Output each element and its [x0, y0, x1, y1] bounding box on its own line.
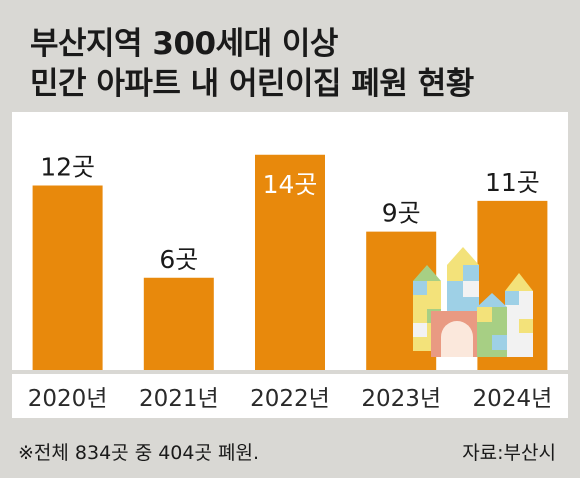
data-label: 9곳: [382, 199, 421, 228]
data-label: 12곳: [40, 153, 95, 182]
source-credit: 자료:부산시: [462, 442, 556, 464]
bar-2021년: [143, 277, 214, 370]
toy-blocks-castle-illustration: [413, 247, 533, 357]
chart-title-line-2: 민간 아파트 내 어린이집 폐원 현황: [30, 66, 474, 102]
x-tick-label: 2021년: [139, 386, 219, 412]
x-tick-label: 2024년: [473, 386, 553, 412]
x-tick-label: 2022년: [250, 386, 330, 412]
x-tick-label: 2023년: [361, 386, 441, 412]
x-axis: 2020년 2021년 2022년 2023년 2024년: [12, 374, 568, 418]
x-tick-label: 2020년: [28, 386, 108, 412]
footnote: ※전체 834곳 중 404곳 폐원.: [18, 442, 260, 464]
bar-2022년: [255, 154, 325, 370]
data-label: 6곳: [159, 245, 198, 274]
footer: ※전체 834곳 중 404곳 폐원. 자료:부산시: [0, 424, 580, 478]
chart-title-line-1: 부산지역 300세대 이상: [30, 26, 338, 62]
data-label: 14곳: [263, 170, 318, 199]
bar-2020년: [32, 185, 103, 370]
data-label: 11곳: [485, 168, 540, 197]
x-axis-labels: 2020년 2021년 2022년 2023년 2024년: [28, 386, 553, 412]
